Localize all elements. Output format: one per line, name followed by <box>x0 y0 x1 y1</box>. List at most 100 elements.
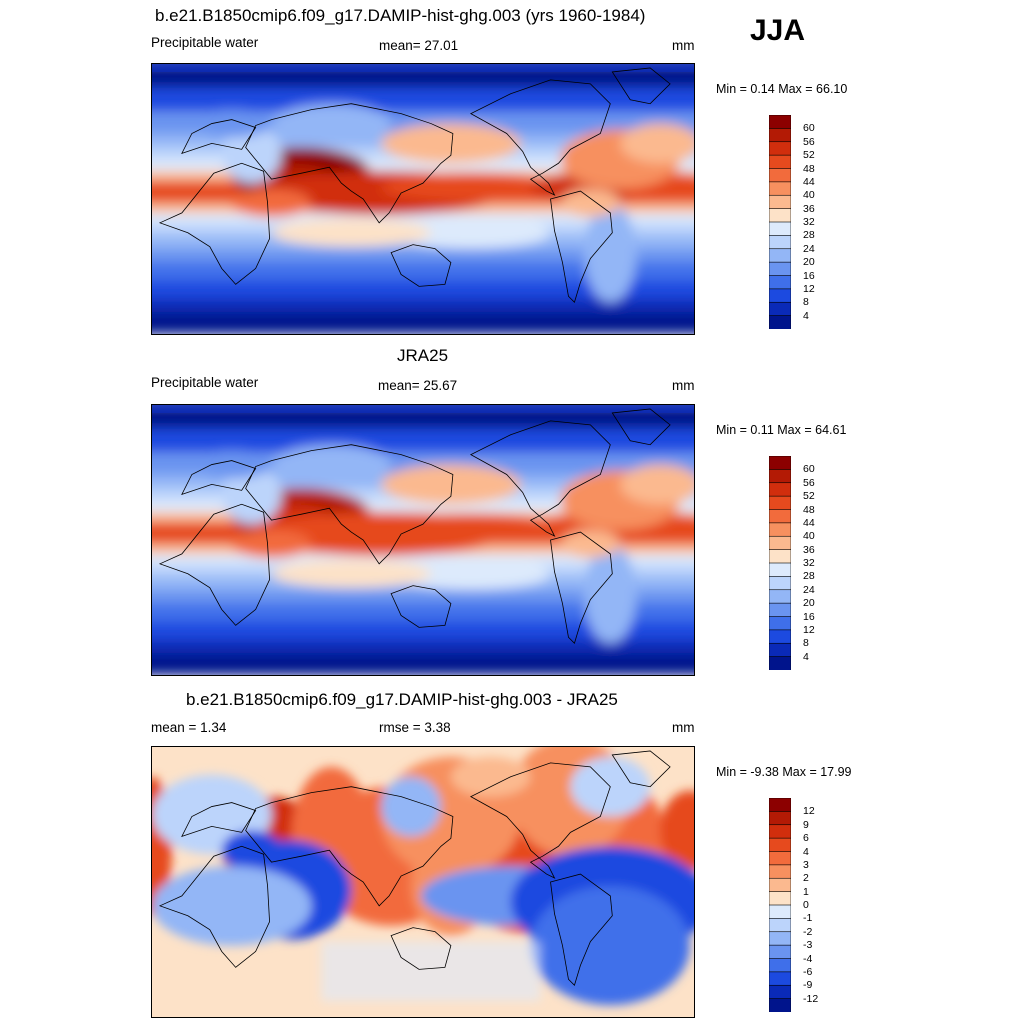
map-blob <box>381 123 521 164</box>
coastline <box>245 103 454 224</box>
colorbar-tick-label: 8 <box>803 296 809 309</box>
colorbar-box <box>769 522 791 537</box>
colorbar-tick-label: -6 <box>803 965 813 978</box>
colorbar-box <box>769 315 791 329</box>
panel1-mean: mean= 27.01 <box>379 38 459 53</box>
panel3-map <box>151 746 695 1018</box>
colorbar-box <box>769 181 791 196</box>
coastline <box>158 162 270 285</box>
colorbar-box <box>769 194 791 210</box>
colorbar-box <box>769 208 791 223</box>
colorbar-box <box>769 154 791 170</box>
map-band <box>152 553 694 564</box>
map-blob <box>271 444 392 485</box>
map-band <box>152 500 694 513</box>
colorbar-tick-label: 40 <box>803 189 815 202</box>
colorbar-tick-label: 24 <box>803 583 815 596</box>
panel1-map <box>151 63 695 335</box>
colorbar-box <box>769 904 791 919</box>
map-band <box>152 589 694 604</box>
map-blob <box>191 450 272 479</box>
colorbar-tick-label: 2 <box>803 872 809 885</box>
colorbar-box <box>769 616 791 631</box>
map-blob <box>560 530 621 558</box>
colorbar-tick-label: 36 <box>803 543 815 556</box>
panel3-mean: mean = 1.34 <box>151 720 227 735</box>
coastline <box>390 244 452 287</box>
colorbar-tick-label: 12 <box>803 623 815 636</box>
colorbar-box <box>769 549 791 564</box>
coastline <box>158 503 270 626</box>
colorbar-tick-label: 4 <box>803 845 809 858</box>
coastline <box>469 79 611 196</box>
coastline <box>550 531 613 644</box>
panel3-title: b.e21.B1850cmip6.f09_g17.DAMIP-hist-ghg.… <box>186 690 618 709</box>
map-blob <box>530 885 691 1006</box>
colorbar-tick-label: 28 <box>803 570 815 583</box>
panel1-minmax: Min = 0.14 Max = 66.10 <box>716 82 848 96</box>
colorbar-box <box>769 562 791 577</box>
map-band <box>321 941 541 1002</box>
colorbar-tick-label: 20 <box>803 597 815 610</box>
map-band <box>152 280 694 299</box>
colorbar-tick-label: 48 <box>803 162 815 175</box>
colorbar-box <box>769 482 791 497</box>
colorbar-box <box>769 275 791 290</box>
map-blob <box>391 216 551 249</box>
coastline <box>611 408 671 446</box>
colorbar-box <box>769 984 791 1000</box>
colorbar-box <box>769 958 791 973</box>
map-blob <box>221 464 282 525</box>
colorbar-tick-label: 44 <box>803 175 815 188</box>
map-band <box>152 312 694 334</box>
map-blob <box>381 464 521 505</box>
colorbar-box <box>769 141 791 156</box>
map-blob <box>584 543 637 644</box>
colorbar-tick-label: 60 <box>803 122 815 135</box>
map-blob <box>584 202 637 303</box>
colorbar-box <box>769 877 791 893</box>
map-band <box>152 248 694 263</box>
coastline <box>550 873 613 986</box>
colorbar-tick-label: 52 <box>803 490 815 503</box>
map-blob <box>221 123 282 184</box>
colorbar-tick-label: -4 <box>803 952 813 965</box>
colorbar-tick-label: 1 <box>803 885 809 898</box>
colorbar-box <box>769 115 791 129</box>
coastline <box>245 444 454 565</box>
coastline <box>181 802 257 838</box>
colorbar-box <box>769 656 791 670</box>
colorbar-tick-label: 56 <box>803 135 815 148</box>
colorbar-box <box>769 495 791 511</box>
colorbar-box <box>769 798 791 812</box>
map-blob <box>381 776 441 837</box>
colorbar-tick-label: 56 <box>803 476 815 489</box>
map-band <box>152 405 694 413</box>
panel3-colorbar <box>769 798 791 1012</box>
colorbar-box <box>769 589 791 604</box>
colorbar-box <box>769 221 791 236</box>
colorbar-tick-label: 52 <box>803 149 815 162</box>
map-band <box>152 212 694 223</box>
colorbar-tick-label: 4 <box>803 650 809 663</box>
panel2-title: JRA25 <box>397 346 449 365</box>
coastline <box>390 585 452 628</box>
colorbar-tick-label: 0 <box>803 899 809 911</box>
map-band <box>152 639 694 654</box>
colorbar-box <box>769 642 791 658</box>
colorbar-box <box>769 535 791 551</box>
colorbar-tick-label: 28 <box>803 229 815 242</box>
colorbar-tick-label: -9 <box>803 979 813 992</box>
panel1-units: mm <box>672 38 695 53</box>
coastline <box>158 845 270 968</box>
panel3-minmax: Min = -9.38 Max = 17.99 <box>716 765 852 779</box>
panel1-field-name: Precipitable water <box>151 35 259 50</box>
map-band <box>152 621 694 640</box>
coastline <box>181 460 257 496</box>
panel1-colorbar <box>769 115 791 329</box>
coastline <box>245 786 454 907</box>
colorbar-tick-label: 44 <box>803 516 815 529</box>
colorbar-tick-label: 20 <box>803 256 815 269</box>
colorbar-box <box>769 576 791 591</box>
map-blob <box>620 123 694 164</box>
